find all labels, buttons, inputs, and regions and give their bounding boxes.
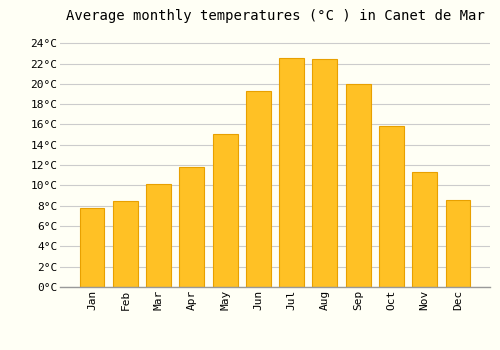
- Title: Average monthly temperatures (°C ) in Canet de Mar: Average monthly temperatures (°C ) in Ca…: [66, 9, 484, 23]
- Bar: [279, 58, 304, 287]
- Bar: [379, 126, 404, 287]
- Bar: [180, 167, 204, 287]
- Bar: [346, 84, 370, 287]
- Bar: [113, 201, 138, 287]
- Bar: [80, 208, 104, 287]
- Bar: [146, 184, 171, 287]
- Bar: [446, 199, 470, 287]
- Bar: [212, 134, 238, 287]
- Bar: [412, 172, 437, 287]
- Bar: [246, 91, 271, 287]
- Bar: [312, 60, 338, 287]
